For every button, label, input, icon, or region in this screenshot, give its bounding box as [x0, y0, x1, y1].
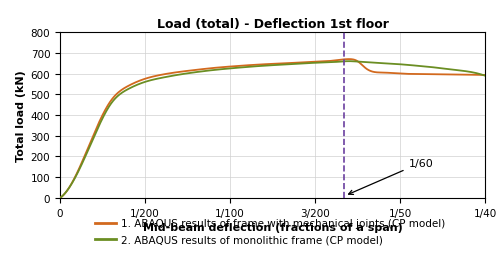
X-axis label: Mid-beam deflection (fractions of a span): Mid-beam deflection (fractions of a span…: [142, 222, 402, 232]
Title: Load (total) - Deflection 1st floor: Load (total) - Deflection 1st floor: [156, 18, 388, 30]
Y-axis label: Total load (kN): Total load (kN): [16, 70, 26, 161]
Text: 1/60: 1/60: [348, 158, 433, 195]
Legend: 1. ABAQUS results of frame with mechanical joints (CP model), 2. ABAQUS results : 1. ABAQUS results of frame with mechanic…: [90, 214, 450, 249]
